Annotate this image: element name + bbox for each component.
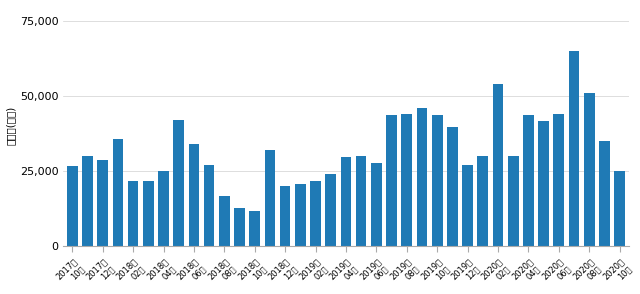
Bar xyxy=(128,181,138,246)
Bar xyxy=(538,121,549,246)
Bar xyxy=(569,51,579,246)
Bar xyxy=(250,211,260,246)
Bar xyxy=(173,120,184,246)
Bar xyxy=(447,127,458,246)
Bar xyxy=(219,196,230,246)
Bar xyxy=(295,184,306,246)
Bar xyxy=(401,114,412,246)
Bar xyxy=(113,139,124,246)
Bar xyxy=(477,156,488,246)
Bar xyxy=(554,114,564,246)
Bar xyxy=(82,156,93,246)
Bar xyxy=(204,165,214,246)
Bar xyxy=(310,181,321,246)
Bar xyxy=(493,84,503,246)
Bar xyxy=(614,171,625,246)
Bar xyxy=(599,141,610,246)
Bar xyxy=(97,160,108,246)
Bar xyxy=(280,186,291,246)
Bar xyxy=(462,165,473,246)
Bar xyxy=(326,174,336,246)
Bar xyxy=(371,163,381,246)
Bar xyxy=(432,115,442,246)
Bar xyxy=(523,115,534,246)
Bar xyxy=(387,115,397,246)
Bar xyxy=(340,157,351,246)
Bar xyxy=(67,166,77,246)
Bar xyxy=(508,156,518,246)
Bar xyxy=(234,208,245,246)
Bar xyxy=(189,144,199,246)
Bar xyxy=(143,181,154,246)
Bar xyxy=(584,93,595,246)
Bar xyxy=(264,150,275,246)
Bar xyxy=(356,156,367,246)
Y-axis label: 거래량(건수): 거래량(건수) xyxy=(6,106,15,145)
Bar xyxy=(158,171,169,246)
Bar xyxy=(417,108,428,246)
